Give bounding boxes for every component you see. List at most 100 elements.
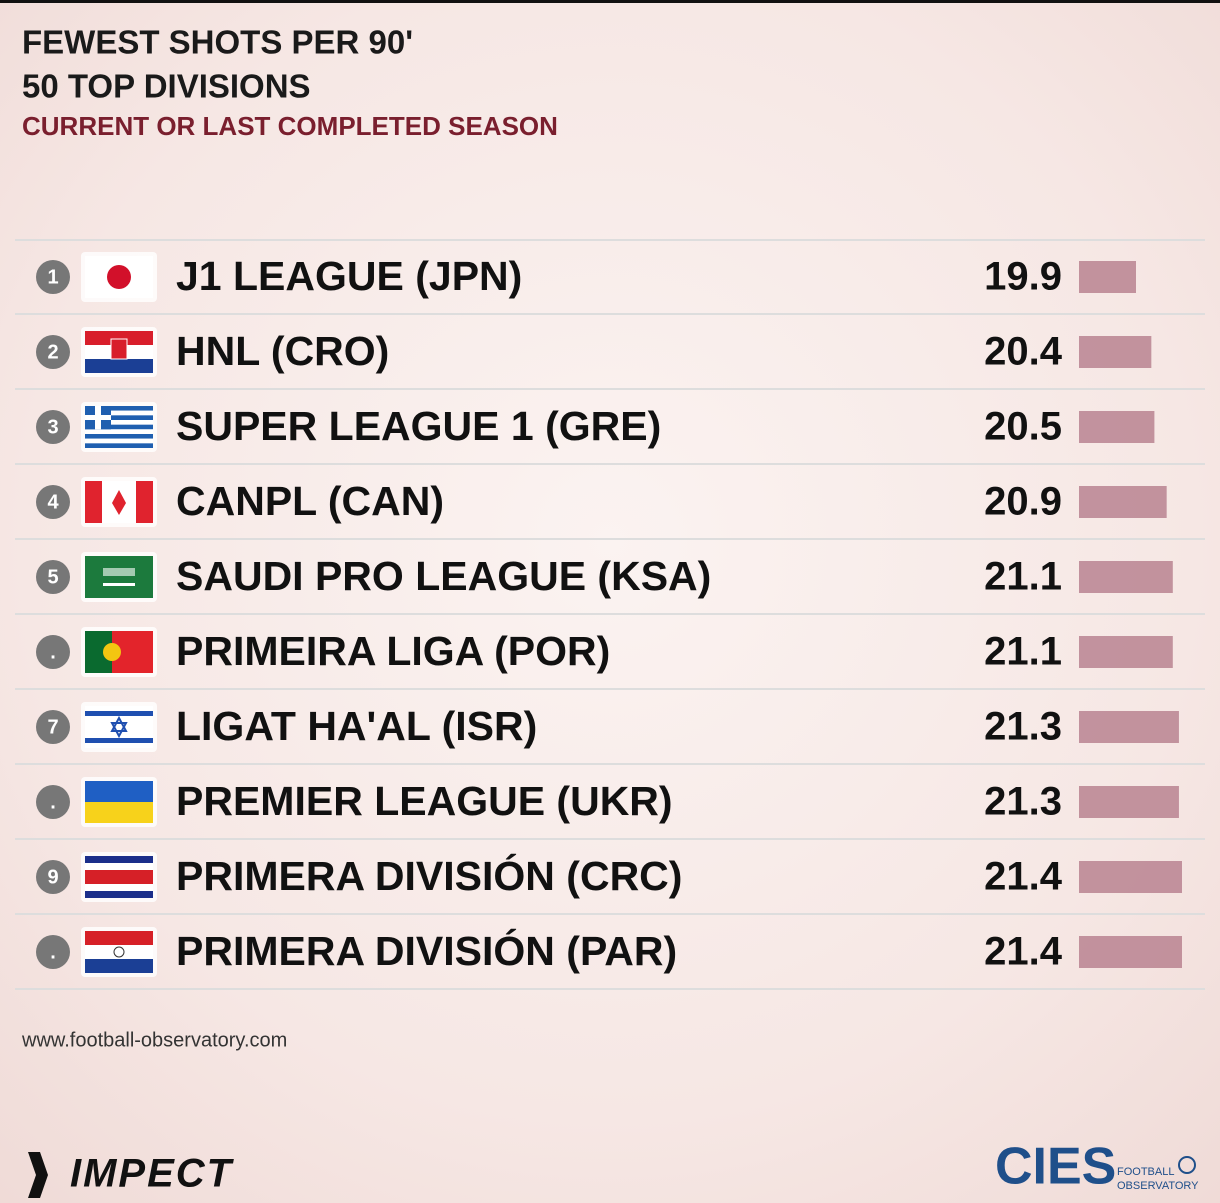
ball-icon [1178, 1156, 1196, 1174]
flag-disc [107, 265, 131, 289]
bar [1079, 636, 1173, 668]
subtitle: 50 TOP DIVISIONS [22, 68, 311, 105]
bar [1079, 936, 1182, 968]
row: . PRIMEIRA LIGA (POR) 21.1 [15, 627, 1205, 690]
flag-stripe [85, 331, 153, 345]
value-label: 21.3 [984, 780, 1062, 824]
flag-stripe [85, 863, 153, 870]
flag-stripe [85, 420, 153, 425]
bar [1079, 411, 1155, 443]
row: 4 CANPL (CAN) 20.9 [15, 477, 1205, 540]
row: 2 HNL (CRO) 20.4 [15, 327, 1205, 390]
league-name: SUPER LEAGUE 1 (GRE) [176, 403, 661, 449]
flag-stripe [85, 410, 153, 416]
bar [1079, 261, 1136, 293]
league-name: PRIMEIRA LIGA (POR) [176, 628, 610, 674]
top-border [0, 0, 1220, 3]
row: 1 J1 LEAGUE (JPN) 19.9 [15, 252, 1205, 315]
row: . PREMIER LEAGUE (UKR) 21.3 [15, 777, 1205, 840]
flag-stripe [85, 884, 153, 891]
flag-stripe [85, 870, 153, 877]
league-name: SAUDI PRO LEAGUE (KSA) [176, 553, 711, 599]
league-name: PRIMERA DIVISIÓN (PAR) [176, 928, 677, 974]
flag-script [103, 568, 135, 576]
flag-leaf [112, 490, 126, 515]
value-label: 21.4 [984, 930, 1063, 974]
cies-sub1: FOOTBALL [1117, 1166, 1174, 1178]
league-name: J1 LEAGUE (JPN) [176, 253, 522, 299]
flag-stripe [85, 443, 153, 448]
flag-cross [85, 415, 111, 420]
row: 7 LIGAT HA'AL (ISR) 21.3 [15, 702, 1205, 765]
value-label: 20.5 [984, 405, 1062, 449]
flag-star [110, 715, 128, 739]
bar [1079, 561, 1173, 593]
value-label: 19.9 [984, 255, 1062, 299]
row: 5 SAUDI PRO LEAGUE (KSA) 21.1 [15, 552, 1205, 615]
value-label: 21.4 [984, 855, 1063, 899]
rank-badge [36, 260, 70, 294]
bar [1079, 711, 1179, 743]
flag-side [85, 481, 102, 523]
rank-badge [36, 785, 70, 819]
subtitle-season: CURRENT OR LAST COMPLETED SEASON [22, 111, 558, 141]
row: . PRIMERA DIVISIÓN (PAR) 21.4 [15, 927, 1205, 990]
bar [1079, 861, 1182, 893]
bar [1079, 486, 1167, 518]
rank: 2 [47, 341, 58, 363]
rank-badge [36, 635, 70, 669]
league-name: HNL (CRO) [176, 328, 389, 374]
flag-stripe [85, 856, 153, 863]
rank: 3 [47, 416, 58, 438]
impect-logo: IMPECT [70, 1152, 235, 1196]
flag-stripe [85, 891, 153, 898]
rank-badge [36, 935, 70, 969]
league-name: PREMIER LEAGUE (UKR) [176, 778, 673, 824]
cies-sub2: OBSERVATORY [1117, 1180, 1199, 1192]
rank: . [50, 791, 56, 813]
rank: 5 [47, 566, 58, 588]
flag-stripe [85, 738, 153, 743]
flag-stripe [85, 711, 153, 716]
value-label: 21.1 [984, 630, 1062, 674]
rank: . [50, 941, 56, 963]
rank-badge [36, 710, 70, 744]
rank: . [50, 641, 56, 663]
flag-stripe [85, 415, 153, 420]
title: FEWEST SHOTS PER 90' [22, 24, 413, 61]
value-label: 20.4 [984, 330, 1063, 374]
flag-stripe [85, 802, 153, 823]
flag-stripe [85, 877, 153, 884]
flag-stripe [85, 359, 153, 373]
flag-emblem [113, 946, 125, 958]
cies-logo: CIES [995, 1138, 1116, 1196]
rank-badge [36, 860, 70, 894]
rank: 4 [47, 491, 59, 513]
rank-badge [36, 335, 70, 369]
flag-stripe [85, 438, 153, 444]
flag-stripe [85, 931, 153, 945]
flag-shield [110, 338, 128, 360]
value-label: 21.1 [984, 555, 1062, 599]
flag-stripe [85, 429, 153, 434]
flag-sword [103, 583, 135, 586]
league-name: PRIMERA DIVISIÓN (CRC) [176, 853, 682, 899]
league-name: CANPL (CAN) [176, 478, 444, 524]
league-name: LIGAT HA'AL (ISR) [176, 703, 537, 749]
row: 9 PRIMERA DIVISIÓN (CRC) 21.4 [15, 852, 1205, 915]
rank-badge [36, 485, 70, 519]
flag-stripe [85, 781, 153, 802]
flag-side [136, 481, 153, 523]
bar [1079, 336, 1152, 368]
rank-badge [36, 560, 70, 594]
row: 3 SUPER LEAGUE 1 (GRE) 20.5 [15, 402, 1205, 465]
impect-mark [28, 1152, 48, 1198]
rank: 9 [47, 866, 58, 888]
flag-field [85, 556, 153, 598]
flag-stripe [85, 434, 153, 439]
flag-stripe [85, 424, 153, 430]
bar [1079, 786, 1179, 818]
